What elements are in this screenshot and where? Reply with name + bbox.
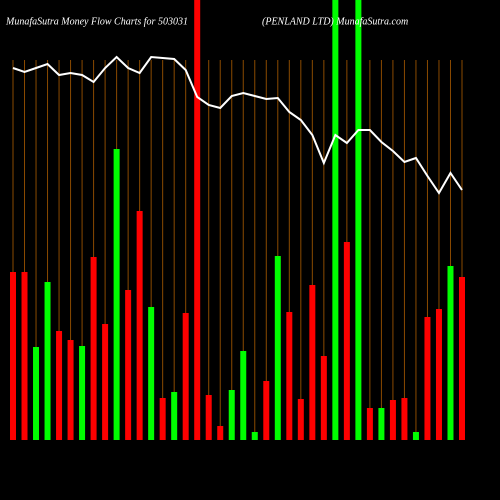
- bar: [136, 211, 143, 440]
- bar: [171, 392, 178, 440]
- chart-subtitle: (PENLAND LTD) MunafaSutra.com: [262, 16, 408, 27]
- bar: [228, 390, 235, 440]
- price-line: [12, 55, 463, 195]
- bar: [102, 324, 109, 440]
- bar: [90, 257, 97, 440]
- bar: [424, 317, 431, 440]
- bar: [389, 400, 396, 440]
- bar: [320, 356, 327, 440]
- bar: [274, 256, 281, 440]
- bar: [263, 381, 270, 440]
- bar: [33, 347, 40, 440]
- bar: [217, 426, 224, 440]
- bar: [309, 285, 316, 440]
- bar: [435, 309, 442, 440]
- bar: [194, 0, 201, 440]
- bar: [182, 313, 189, 440]
- bar: [148, 307, 155, 440]
- chart-title: MunafaSutra Money Flow Charts for 503031: [5, 16, 188, 27]
- bar: [67, 340, 74, 440]
- bar: [21, 272, 28, 440]
- bar: [297, 399, 304, 440]
- bar: [286, 312, 293, 440]
- bar: [159, 398, 166, 440]
- bar: [355, 0, 362, 440]
- bar: [366, 408, 373, 440]
- bar: [44, 282, 51, 440]
- bars: [10, 0, 465, 440]
- bar: [459, 277, 465, 440]
- bar: [251, 432, 258, 440]
- bar: [125, 290, 132, 440]
- bar: [343, 242, 350, 440]
- bar: [113, 149, 120, 440]
- bar: [79, 346, 86, 440]
- bar: [378, 408, 385, 440]
- bar: [447, 266, 454, 440]
- bar: [332, 0, 339, 440]
- bar: [412, 432, 419, 440]
- bar: [401, 398, 408, 440]
- bar: [56, 331, 63, 440]
- bar: [240, 351, 247, 440]
- bar: [10, 272, 16, 440]
- bar: [205, 395, 212, 440]
